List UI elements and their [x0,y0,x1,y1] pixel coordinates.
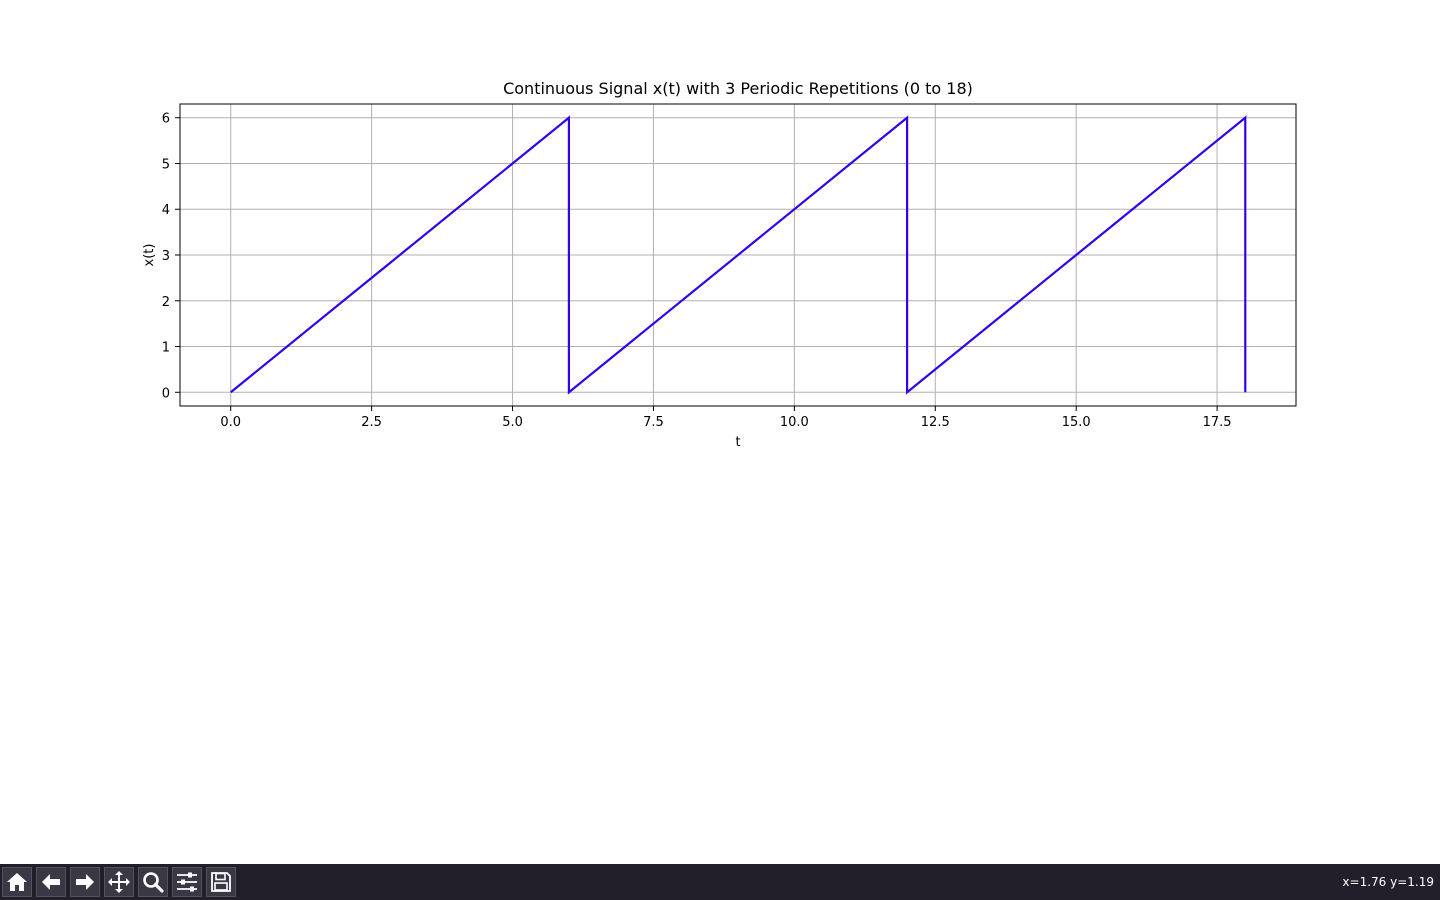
arrow-right-icon [76,874,94,890]
y-tick-label: 1 [162,341,170,356]
x-axis: 0.0 2.5 5.0 7.5 10.0 12.5 15.0 17.5 [220,406,1232,430]
y-tick-label: 5 [162,157,170,172]
arrow-left-icon [42,874,60,890]
grid [180,104,1296,406]
x-tick-label: 0.0 [220,415,241,430]
x-tick-label: 12.5 [921,415,950,430]
home-icon [7,873,27,891]
cursor-coordinates: x=1.76 y=1.19 [1342,875,1434,889]
forward-button[interactable] [70,867,100,897]
y-tick-label: 0 [162,386,170,401]
x-tick-label: 17.5 [1203,415,1232,430]
x-axis-label: t [735,435,740,450]
x-tick-label: 5.0 [502,415,523,430]
y-tick-label: 3 [162,249,170,264]
sliders-icon [177,872,197,892]
magnifier-icon [143,872,164,893]
series-line [230,115,1247,395]
save-button[interactable] [206,867,236,897]
x-tick-label: 10.0 [780,415,809,430]
x-tick-label: 15.0 [1062,415,1091,430]
y-axis-label: x(t) [142,244,157,267]
y-tick-label: 6 [162,112,170,127]
home-button[interactable] [2,867,32,897]
zoom-button[interactable] [138,867,168,897]
pan-button[interactable] [104,867,134,897]
move-icon [108,871,130,893]
chart: 0.0 2.5 5.0 7.5 10.0 12.5 15.0 17.5 0 1 2 3 4 5 6 Con… [142,79,1297,450]
navigation-toolbar: x=1.76 y=1.19 [0,864,1440,900]
back-button[interactable] [36,867,66,897]
y-tick-label: 2 [162,295,170,310]
y-axis: 0 1 2 3 4 5 6 [162,112,180,401]
x-tick-label: 7.5 [643,415,664,430]
configure-subplots-button[interactable] [172,867,202,897]
chart-title: Continuous Signal x(t) with 3 Periodic R… [503,79,973,98]
floppy-disk-icon [211,872,231,892]
x-tick-label: 2.5 [361,415,382,430]
figure-canvas[interactable]: 0.0 2.5 5.0 7.5 10.0 12.5 15.0 17.5 0 1 2 3 4 5 6 Con… [0,0,1440,864]
series-layer [230,115,1247,395]
y-tick-label: 4 [162,203,170,218]
